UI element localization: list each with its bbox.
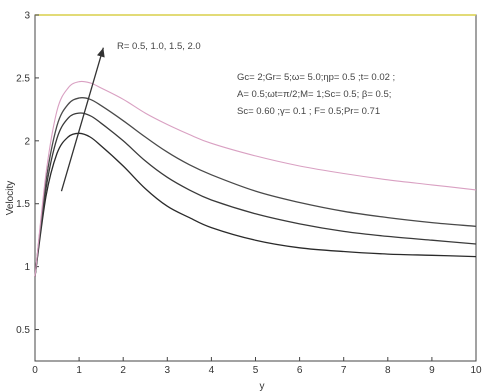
- arrow-shaft: [60, 47, 104, 192]
- x-tick-label: 7: [341, 365, 347, 376]
- parameter-values-line-1: Gc= 2;Gr= 5;ω= 5.0;ηp= 0.5 ;t= 0.02 ;: [237, 72, 395, 83]
- y-tick-label: 0.5: [16, 325, 30, 336]
- y-tick-label: 2: [24, 136, 30, 147]
- x-tick-label: 8: [385, 365, 391, 376]
- y-tick-label: 3: [24, 11, 30, 22]
- series-line: [34, 97, 477, 277]
- series-line: [34, 132, 477, 277]
- plot-frame: [34, 14, 477, 362]
- y-tick-label: 1.5: [16, 199, 30, 210]
- parameter-values-line-2: A= 0.5;ωt=π/2;M= 1;Sc= 0.5; β= 0.5;: [237, 89, 391, 100]
- x-tick-label: 5: [253, 365, 259, 376]
- arrow-head: [96, 47, 105, 58]
- plot-border: [34, 14, 477, 362]
- x-tick-label: 10: [470, 365, 482, 376]
- parameter-arrow: [60, 47, 105, 192]
- x-tick-label: 2: [120, 365, 126, 376]
- series-line: [34, 112, 477, 277]
- x-tick-label: 3: [165, 365, 171, 376]
- x-tick-label: 9: [429, 365, 435, 376]
- y-axis-ticks: 0.5 1 1.5 2 2.5 3: [16, 11, 39, 336]
- x-tick-label: 0: [32, 365, 38, 376]
- x-axis-label: y: [260, 381, 265, 392]
- y-axis-label: Velocity: [5, 181, 16, 215]
- x-tick-label: 1: [76, 365, 82, 376]
- x-axis-ticks: 0 1 2 3 4 5 6 7 8 9 10: [32, 357, 482, 376]
- x-tick-label: 4: [209, 365, 215, 376]
- y-tick-label: 1: [24, 262, 30, 273]
- y-tick-label: 2.5: [16, 73, 30, 84]
- series-lines: [34, 80, 477, 277]
- x-tick-label: 6: [297, 365, 303, 376]
- parameter-values-line-3: Sc= 0.60 ;γ= 0.1 ; F= 0.5;Pr= 0.71: [237, 106, 380, 117]
- series-line: [34, 80, 477, 277]
- parameter-range-annotation: R= 0.5, 1.0, 1.5, 2.0: [117, 41, 201, 52]
